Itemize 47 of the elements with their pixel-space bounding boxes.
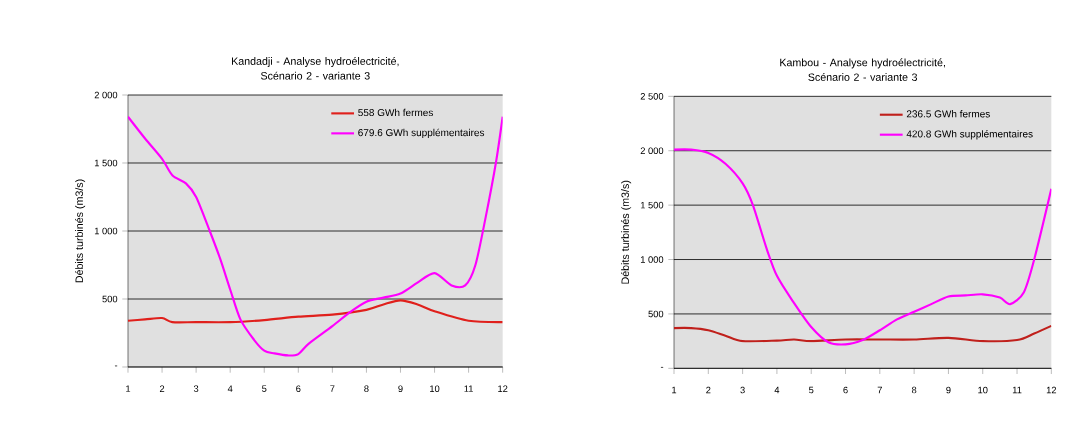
y-tick-label: 1 500 <box>640 201 664 209</box>
legend-label: 420.8 GWh supplémentaires <box>906 130 1033 140</box>
x-tick-label: 12 <box>1046 386 1057 394</box>
x-tick-label: 7 <box>330 385 335 392</box>
x-tick-label: 3 <box>740 386 745 394</box>
x-tick-label: 9 <box>946 386 951 394</box>
y-tick-label: 1 000 <box>640 256 664 263</box>
x-tick-label: 2 <box>159 385 165 392</box>
line-series <box>674 324 1052 343</box>
x-tick-label: 1 <box>126 385 131 392</box>
y-tick-label: 2 000 <box>640 147 664 155</box>
x-tick-label: 5 <box>262 385 267 392</box>
x-tick-label: 11 <box>464 385 473 392</box>
x-tick-label: 11 <box>1012 386 1022 394</box>
x-tick-label: 12 <box>498 385 508 392</box>
y-tick-label: 2 000 <box>94 91 118 99</box>
y-tick-label: 500 <box>102 295 118 303</box>
x-tick-label: 10 <box>430 385 440 392</box>
chart-title: Kandadji - Analyse hydroélectricité, Scénario 2 - variante 3 <box>232 56 399 80</box>
legend-label: 558 GWh fermes <box>358 108 433 117</box>
line-series <box>674 148 1052 346</box>
line-series <box>128 299 503 324</box>
y-axis-title: Débits turbinés (m3/s) <box>75 179 86 283</box>
y-tick-label: 1 500 <box>94 159 118 167</box>
x-tick-label: 2 <box>706 386 711 394</box>
legend-label: 679.6 GWh supplémentaires <box>358 128 485 139</box>
line-series <box>128 115 503 357</box>
x-tick-label: 8 <box>911 386 917 394</box>
x-tick-label: 10 <box>978 386 988 394</box>
y-tick-label: - <box>660 366 664 368</box>
y-tick-label: 500 <box>648 310 664 318</box>
x-tick-label: 9 <box>398 385 403 392</box>
legend-label: 236.5 GWh fermes <box>906 110 990 118</box>
y-tick-label: 1 000 <box>94 227 118 235</box>
x-tick-label: 4 <box>227 385 233 392</box>
x-tick-label: 6 <box>843 386 848 394</box>
x-tick-label: 7 <box>877 386 882 394</box>
chart-title: Kambou - Analyse hydroélectricité, Scénario 2 - variante 3 <box>780 58 945 81</box>
x-tick-label: 8 <box>364 385 369 392</box>
y-tick-label: - <box>114 365 118 367</box>
y-tick-label: 2 500 <box>640 93 664 100</box>
x-tick-label: 4 <box>774 386 780 394</box>
x-tick-label: 3 <box>193 385 199 392</box>
x-tick-label: 5 <box>809 386 814 394</box>
y-axis-title: Débits turbinés (m3/s) <box>621 180 632 284</box>
x-tick-label: 1 <box>672 386 677 394</box>
x-tick-label: 6 <box>296 385 301 392</box>
